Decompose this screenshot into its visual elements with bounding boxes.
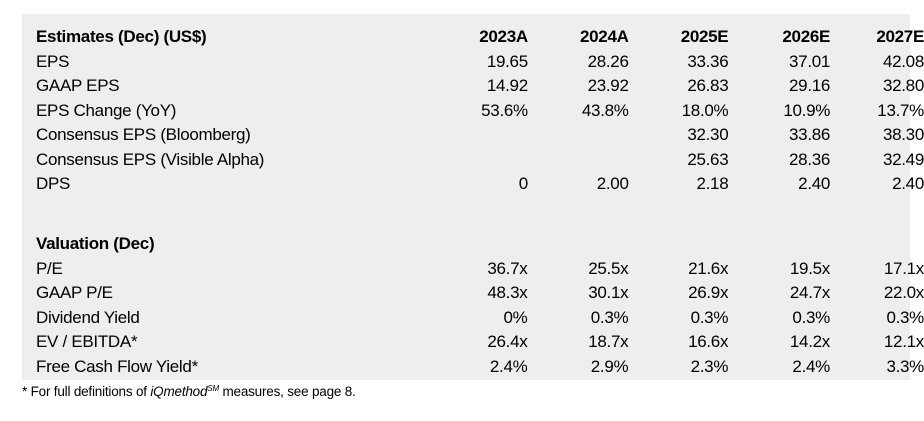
table-cell: 2.4%	[792, 356, 830, 376]
row-label: GAAP EPS	[36, 76, 120, 95]
row-label: DPS	[36, 174, 71, 193]
footnote-suffix: measures, see page 8.	[218, 384, 356, 399]
table-cell: 0.3%	[690, 307, 729, 327]
table-cell: 26.4x	[487, 332, 528, 351]
table-cell: 14.92	[486, 76, 528, 95]
table-cell: 26.83	[687, 76, 729, 95]
table-row: Consensus EPS (Visible Alpha) 25.63 28.3…	[36, 148, 924, 173]
valuation-header-row: Valuation (Dec)	[36, 232, 924, 257]
table-row: Consensus EPS (Bloomberg) 32.30 33.86 38…	[36, 123, 924, 148]
table-cell	[528, 123, 629, 148]
table-cell: 2.00	[596, 174, 629, 193]
footnote-prefix: * For full definitions of	[22, 384, 151, 399]
row-label: Dividend Yield	[36, 307, 140, 327]
table-row: EPS 19.65 28.26 33.36 37.01 42.08	[36, 50, 924, 75]
column-header-2025e: 2025E	[680, 27, 729, 46]
table-cell: 2.9%	[590, 356, 629, 376]
column-header-2023a: 2023A	[479, 27, 528, 46]
table-cell: 33.86	[789, 125, 831, 144]
table-cell: 22.0x	[883, 283, 924, 302]
table-cell: 19.65	[486, 51, 528, 71]
table-cell	[436, 123, 528, 148]
footnote-brand: iQmethod	[150, 384, 208, 399]
table-row: Dividend Yield 0% 0.3% 0.3% 0.3% 0.3%	[36, 306, 924, 331]
table-cell: 38.30	[882, 125, 924, 144]
table-cell: 29.16	[789, 76, 831, 95]
row-label: GAAP P/E	[36, 283, 113, 302]
table-cell: 25.5x	[588, 258, 629, 278]
estimates-table: Estimates (Dec) (US$) 2023A 2024A 2025E …	[36, 25, 924, 197]
table-cell: 17.1x	[883, 258, 924, 278]
row-label: P/E	[36, 258, 63, 278]
table-cell: 10.9%	[783, 100, 831, 120]
table-cell: 53.6%	[481, 100, 528, 120]
column-header-2027e: 2027E	[876, 27, 924, 46]
estimates-title: Estimates (Dec) (US$)	[36, 27, 207, 46]
table-cell: 28.26	[587, 51, 629, 71]
table-cell: 12.1x	[883, 332, 924, 351]
table-row: P/E 36.7x 25.5x 21.6x 19.5x 17.1x	[36, 257, 924, 282]
table-cell: 32.80	[882, 76, 924, 95]
table-row: Free Cash Flow Yield* 2.4% 2.9% 2.3% 2.4…	[36, 355, 924, 380]
table-cell: 37.01	[789, 51, 831, 71]
table-cell: 2.40	[892, 174, 924, 193]
table-cell: 21.6x	[688, 258, 729, 278]
table-row: GAAP EPS 14.92 23.92 26.83 29.16 32.80	[36, 74, 924, 99]
table-cell: 26.9x	[688, 283, 729, 302]
table-cell: 28.36	[789, 149, 831, 169]
row-label: Free Cash Flow Yield*	[36, 356, 198, 376]
row-label: EPS Change (YoY)	[36, 100, 177, 120]
valuation-title: Valuation (Dec)	[36, 234, 155, 253]
footnote: * For full definitions of iQmethodSM mea…	[22, 384, 356, 399]
row-label: EPS	[36, 51, 70, 71]
table-row: DPS 0 2.00 2.18 2.40 2.40	[36, 172, 924, 197]
table-cell: 19.5x	[789, 258, 830, 278]
table-cell: 25.63	[687, 149, 729, 169]
table-cell	[528, 148, 629, 173]
table-row: GAAP P/E 48.3x 30.1x 26.9x 24.7x 22.0x	[36, 281, 924, 306]
table-cell: 0.3%	[792, 307, 830, 327]
table-cell: 30.1x	[588, 283, 629, 302]
row-label: Consensus EPS (Bloomberg)	[36, 125, 251, 144]
table-cell: 16.6x	[688, 332, 729, 351]
table-cell: 33.36	[687, 51, 729, 71]
table-cell: 32.30	[687, 125, 729, 144]
table-cell: 18.7x	[588, 332, 629, 351]
table-cell: 13.7%	[877, 100, 924, 120]
table-cell: 32.49	[882, 149, 924, 169]
column-header-2024a: 2024A	[580, 27, 629, 46]
table-cell: 0.3%	[590, 307, 629, 327]
estimates-panel-background	[22, 14, 910, 380]
table-cell: 0	[518, 174, 528, 193]
table-cell: 2.18	[696, 174, 729, 193]
table-cell	[436, 148, 528, 173]
row-label: EV / EBITDA*	[36, 332, 138, 351]
footnote-service-mark: SM	[207, 384, 219, 393]
table-cell: 0%	[503, 307, 528, 327]
table-cell: 14.2x	[789, 332, 830, 351]
table-cell: 18.0%	[681, 100, 729, 120]
table-cell: 36.7x	[487, 258, 528, 278]
table-cell: 0.3%	[886, 307, 924, 327]
table-cell: 2.40	[798, 174, 831, 193]
row-label: Consensus EPS (Visible Alpha)	[36, 149, 265, 169]
table-cell: 24.7x	[789, 283, 830, 302]
table-cell: 2.4%	[489, 356, 528, 376]
valuation-table: Valuation (Dec) P/E 36.7x 25.5x 21.6x 19…	[36, 232, 924, 379]
column-header-2026e: 2026E	[782, 27, 831, 46]
estimates-header-row: Estimates (Dec) (US$) 2023A 2024A 2025E …	[36, 25, 924, 50]
table-cell: 2.3%	[690, 356, 729, 376]
table-cell: 42.08	[882, 51, 924, 71]
table-cell: 43.8%	[581, 100, 629, 120]
table-row: EPS Change (YoY) 53.6% 43.8% 18.0% 10.9%…	[36, 99, 924, 124]
table-cell: 3.3%	[886, 356, 924, 376]
table-row: EV / EBITDA* 26.4x 18.7x 16.6x 14.2x 12.…	[36, 330, 924, 355]
table-cell: 48.3x	[487, 283, 528, 302]
table-cell: 23.92	[587, 76, 629, 95]
